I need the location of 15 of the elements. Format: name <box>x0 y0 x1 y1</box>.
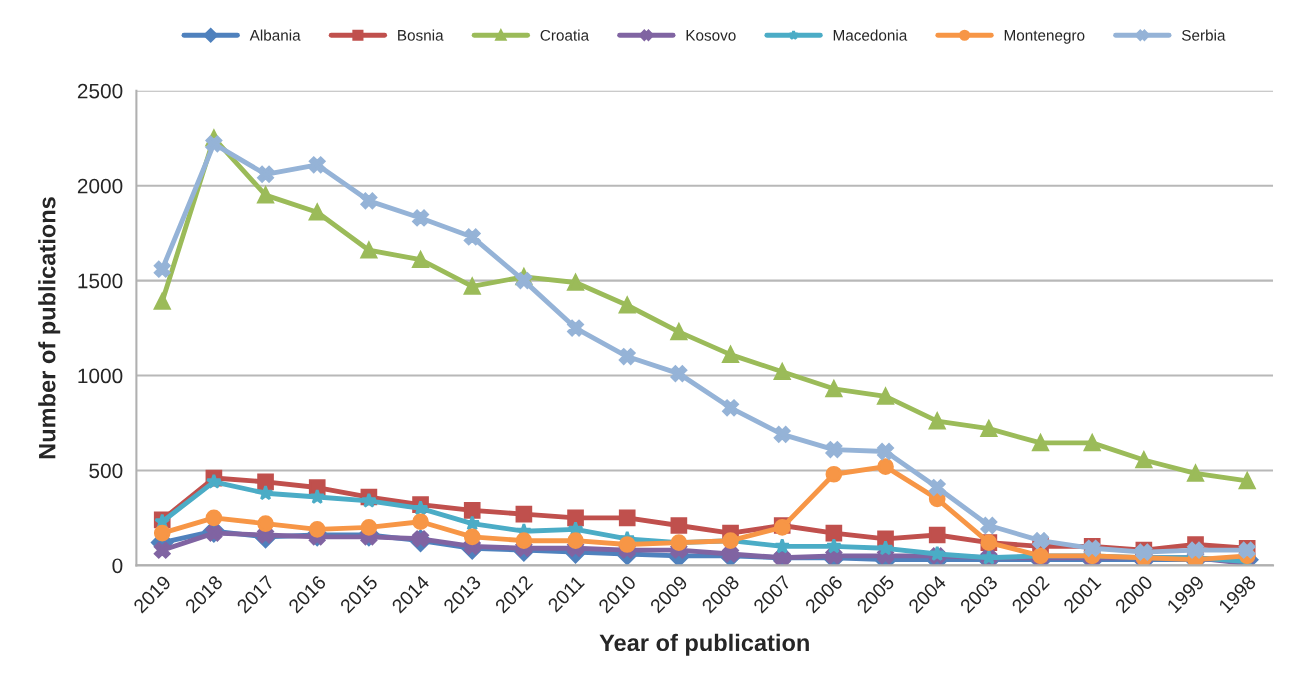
legend-label: Macedonia <box>833 29 908 41</box>
y-tick-label: 500 <box>89 463 123 479</box>
legend-label: Kosovo <box>686 30 736 41</box>
legend-label: Serbia <box>1181 29 1226 41</box>
y-tick-label: 0 <box>112 558 123 574</box>
legend-label: Croatia <box>540 29 590 41</box>
y-tick-label: 2500 <box>77 83 123 99</box>
y-tick-label: 1000 <box>78 368 123 384</box>
y-tick-label: 2000 <box>77 178 123 194</box>
y-tick-label: 1500 <box>78 273 123 289</box>
legend-label: Bosnia <box>398 29 444 41</box>
y-axis-title: Number of publications <box>38 197 61 459</box>
x-axis-title: Year of publication <box>599 633 809 656</box>
legend-label: Albania <box>249 29 301 41</box>
legend-label: Montenegro <box>1004 30 1085 44</box>
